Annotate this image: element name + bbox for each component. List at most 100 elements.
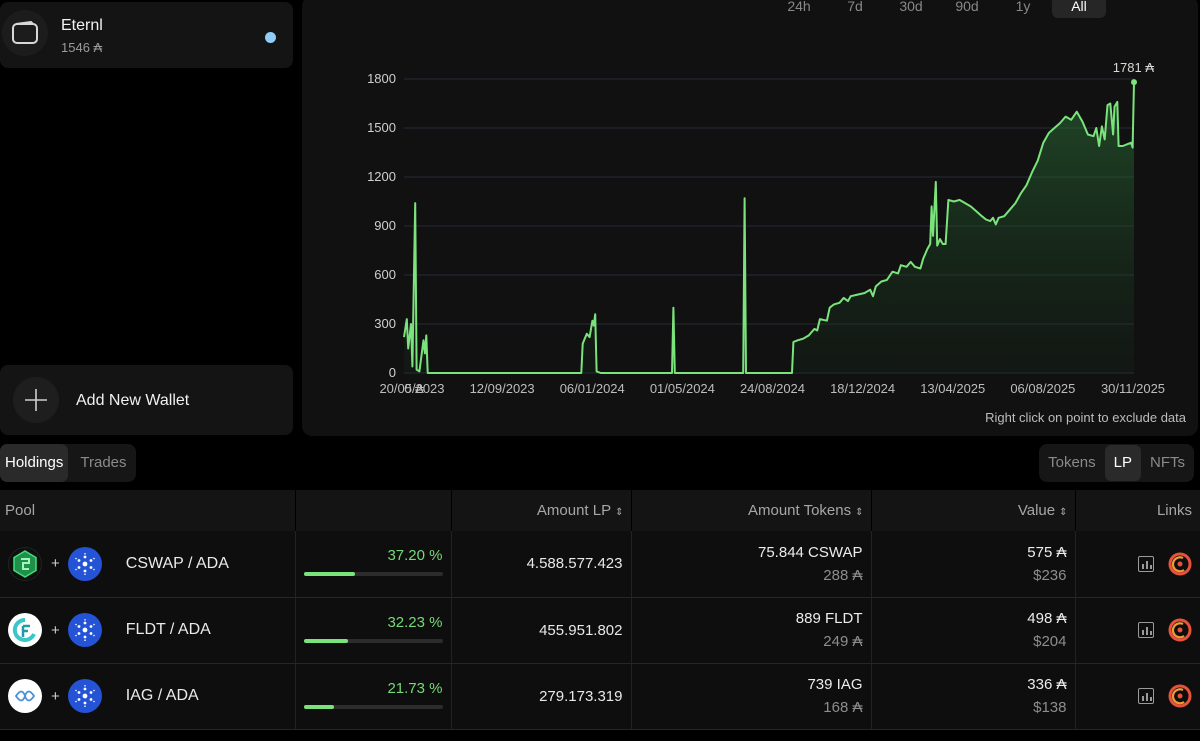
x-tick-label: 06/01/2024	[560, 381, 625, 396]
value-usd: $204	[1033, 633, 1067, 650]
range-tab-24h[interactable]: 24h	[787, 0, 811, 14]
plus-sign: +	[51, 555, 60, 573]
add-wallet-label: Add New Wallet	[76, 392, 190, 409]
tab-nfts[interactable]: NFTs	[1150, 454, 1185, 471]
last-value-label: 1781 ₳	[1113, 60, 1155, 75]
portfolio-chart[interactable]: 0 300 600 900 1200 1500 1800 1781 ₳ 20/05/2023 12…	[302, 0, 1198, 436]
dex-link-icon[interactable]	[1168, 552, 1192, 576]
y-tick-label: 1500	[367, 120, 396, 135]
dex-link-icon[interactable]	[1168, 684, 1192, 708]
share-bar-fill	[303, 572, 356, 577]
header-amount-tokens[interactable]: Amount Tokens ⇕	[631, 490, 872, 531]
range-tab-7d[interactable]: 7d	[847, 0, 863, 14]
wallet-card[interactable]: Eternl 1546 ₳	[0, 2, 293, 68]
pair-label: CSWAP / ADA	[125, 554, 229, 572]
header-amount-lp[interactable]: Amount LP ⇕	[451, 490, 632, 531]
tab-holdings[interactable]: Holdings	[0, 444, 69, 482]
range-tab-all[interactable]: All	[1052, 0, 1106, 18]
tab-tokens[interactable]: Tokens	[1048, 454, 1096, 471]
wallet-balance: 1546 ₳	[61, 40, 103, 55]
sort-icon: ⇕	[855, 507, 863, 518]
range-tab-30d[interactable]: 30d	[899, 0, 923, 14]
table-row[interactable]: + FLDT / ADA 32.23 % 455.951.802 889 FLD…	[0, 597, 1200, 664]
chart-link-icon[interactable]	[1138, 622, 1154, 638]
table-row[interactable]: + IAG / ADA 21.73 % 279.173.319 739 IAG …	[0, 663, 1200, 730]
amount-lp: 455.951.802	[451, 597, 632, 664]
amount-tokens-cell: 75.844 CSWAP 288 ₳	[631, 531, 872, 598]
value-cell: 336 ₳ $138	[871, 663, 1076, 730]
add-wallet-button[interactable]: Add New Wallet	[0, 365, 293, 435]
asset-type-tabs: Tokens LP NFTs	[1039, 444, 1194, 482]
links-cell	[1075, 531, 1200, 598]
header-share	[295, 490, 452, 531]
share-bar-fill	[303, 638, 349, 643]
share-bar-fill	[303, 704, 334, 709]
share-bar	[303, 638, 443, 643]
pool-cell: + CSWAP / ADA	[0, 531, 296, 598]
tokens-primary: 889 FLDT	[795, 610, 863, 627]
y-tick-label: 1200	[367, 169, 396, 184]
y-tick-label: 0	[389, 365, 396, 380]
plus-icon	[13, 377, 59, 423]
share-percent: 21.73 %	[387, 679, 443, 697]
amount-tokens-cell: 889 FLDT 249 ₳	[631, 597, 872, 664]
value-usd: $236	[1033, 566, 1067, 584]
tokens-ada: 288 ₳	[823, 566, 863, 584]
amount-lp: 279.173.319	[451, 663, 632, 730]
header-pool[interactable]: Pool	[0, 490, 296, 531]
pair-label: IAG / ADA	[125, 687, 199, 704]
value-ada: 336 ₳	[1027, 676, 1067, 693]
tokens-ada: 249 ₳	[823, 633, 863, 650]
cswap-icon	[8, 546, 42, 581]
y-tick-label: 600	[374, 267, 396, 282]
header-value[interactable]: Value ⇕	[871, 490, 1076, 531]
x-tick-label: 12/09/2023	[470, 381, 535, 396]
tab-trades[interactable]: Trades	[80, 454, 127, 471]
pair-label: FLDT / ADA	[125, 621, 211, 638]
links-cell	[1075, 663, 1200, 730]
x-tick-label: 20/05/2023	[379, 381, 444, 396]
value-cell: 575 ₳ $236	[871, 531, 1076, 598]
x-tick-label: 24/08/2024	[740, 381, 805, 396]
x-overlap-label: 0 ₳	[404, 381, 424, 396]
tokens-primary: 75.844 CSWAP	[758, 543, 863, 561]
share-percent: 32.23 %	[387, 613, 443, 631]
range-tab-1y[interactable]: 1y	[1015, 0, 1031, 14]
lp-table: Pool Amount LP ⇕ Amount Tokens ⇕ Value ⇕ Li…	[0, 490, 1200, 730]
ada-icon	[67, 546, 102, 581]
tab-lp[interactable]: LP	[1104, 445, 1141, 481]
chart-link-icon[interactable]	[1138, 688, 1154, 704]
ada-icon	[67, 679, 102, 713]
iag-icon	[8, 679, 42, 713]
header-links: Links	[1075, 490, 1200, 531]
share-cell: 37.20 %	[295, 531, 452, 598]
y-tick-label: 900	[374, 218, 396, 233]
sort-icon: ⇕	[615, 507, 623, 518]
table-row[interactable]: + CSWAP / ADA 37.20 % 4.588.577.423 75.8…	[0, 531, 1200, 598]
range-tab-90d[interactable]: 90d	[955, 0, 979, 14]
links-cell	[1075, 597, 1200, 664]
area-fill	[404, 82, 1134, 373]
amount-tokens-cell: 739 IAG 168 ₳	[631, 663, 872, 730]
wallet-name: Eternl	[61, 17, 103, 34]
x-tick-label: 18/12/2024	[830, 381, 895, 396]
sort-icon: ⇕	[1059, 507, 1067, 518]
fldt-icon	[8, 613, 42, 647]
value-usd: $138	[1033, 699, 1067, 716]
value-ada: 575 ₳	[1027, 543, 1067, 561]
share-cell: 32.23 %	[295, 597, 452, 664]
pool-cell: + IAG / ADA	[0, 663, 296, 730]
share-percent: 37.20 %	[387, 547, 443, 565]
y-tick-label: 1800	[367, 71, 396, 86]
ada-icon	[67, 613, 102, 647]
pool-cell: + FLDT / ADA	[0, 597, 296, 664]
series-line	[403, 82, 1135, 374]
table-header-row: Pool Amount LP ⇕ Amount Tokens ⇕ Value ⇕ Li…	[0, 490, 1200, 531]
plus-sign: +	[51, 621, 60, 639]
y-tick-label: 300	[374, 316, 396, 331]
share-bar	[303, 704, 443, 709]
chart-link-icon[interactable]	[1138, 555, 1154, 572]
plus-sign: +	[51, 687, 60, 705]
x-tick-label: 13/04/2025	[920, 381, 985, 396]
dex-link-icon[interactable]	[1168, 618, 1192, 642]
